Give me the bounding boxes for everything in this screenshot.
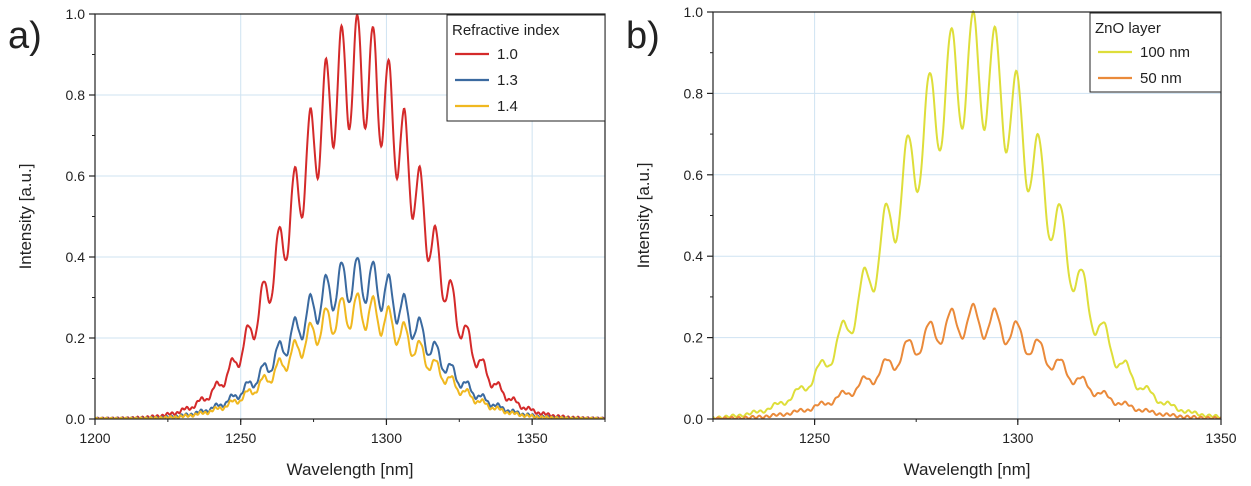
x-tick-label: 1200: [79, 430, 110, 446]
x-axis-label: Wavelength [nm]: [904, 460, 1031, 479]
y-tick-label: 0.6: [684, 167, 704, 183]
series-line-1-4: [95, 292, 605, 419]
y-tick-label: 0.6: [66, 168, 86, 184]
x-tick-label: 1350: [1205, 430, 1236, 446]
legend-label: 1.0: [497, 46, 518, 63]
y-tick-label: 1.0: [66, 6, 86, 22]
legend-title: ZnO layer: [1095, 20, 1161, 37]
y-tick-label: 0.2: [66, 330, 86, 346]
x-tick-label: 1300: [1002, 430, 1033, 446]
y-axis-label: Intensity [a.u.]: [16, 164, 35, 270]
legend-label: 50 nm: [1140, 70, 1182, 87]
y-tick-label: 0.8: [684, 85, 704, 101]
legend-label: 1.4: [497, 98, 518, 115]
y-tick-label: 0.2: [684, 330, 704, 346]
legend: Refractive index 1.0 1.3 1.4: [446, 14, 606, 122]
y-tick-label: 0.8: [66, 87, 86, 103]
legend-title: Refractive index: [452, 22, 560, 39]
x-tick-label: 1350: [517, 430, 548, 446]
x-tick-label: 1300: [371, 430, 402, 446]
chart-panel-b: 1250 1300 1350 0.0 0.2 0.4 0.6 0.8 1.0 Wavelength…: [626, 4, 1237, 479]
panel-label: b): [626, 15, 660, 57]
legend-label: 1.3: [497, 72, 518, 89]
panel-label: a): [8, 15, 42, 57]
series-line-1-3: [95, 257, 605, 419]
chart-panel-a: 1200 1250 1300 1350 0.0 0.2 0.4 0.6 0.8 1.0 Wavele…: [8, 6, 606, 479]
legend-label: 100 nm: [1140, 44, 1190, 61]
x-tick-label: 1250: [799, 430, 830, 446]
y-tick-label: 0.0: [66, 411, 86, 427]
y-tick-label: 1.0: [684, 4, 704, 20]
x-tick-label: 1250: [225, 430, 256, 446]
x-axis-label: Wavelength [nm]: [287, 460, 414, 479]
series-line-50-nm: [713, 302, 1221, 419]
series-line-100-nm: [713, 10, 1221, 419]
y-tick-label: 0.4: [66, 249, 86, 265]
y-tick-label: 0.4: [684, 248, 704, 264]
legend-box: [446, 14, 606, 122]
y-tick-label: 0.0: [684, 411, 704, 427]
series-line-1-0: [95, 13, 605, 419]
legend: ZnO layer 100 nm 50 nm: [1089, 12, 1222, 93]
y-axis-label: Intensity [a.u.]: [634, 163, 653, 269]
